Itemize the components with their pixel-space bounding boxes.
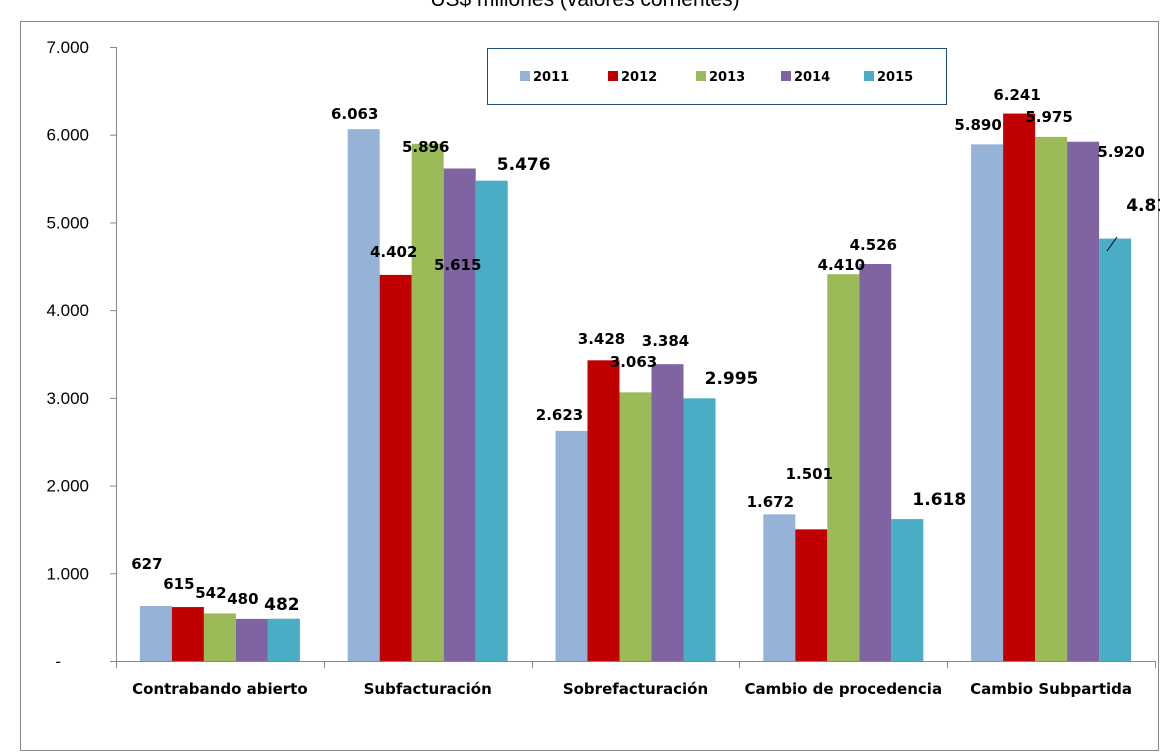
bar [443, 168, 476, 661]
chart-border [20, 21, 1159, 751]
bar [763, 514, 796, 661]
data-label: 4.526 [850, 236, 897, 254]
data-label: 627 [131, 555, 162, 573]
data-label: 1.672 [747, 493, 794, 511]
legend-label: 2012 [621, 70, 657, 85]
data-label: 1.501 [786, 465, 833, 483]
bar [683, 398, 716, 661]
data-label: 4.410 [818, 256, 865, 274]
legend-swatch [864, 71, 874, 81]
y-tick-label: 5.000 [46, 213, 89, 232]
data-label: 5.615 [434, 256, 481, 274]
legend-label: 2013 [709, 70, 745, 85]
bar [1067, 141, 1100, 661]
bar [555, 430, 588, 661]
legend: 2011 2012 2013 2014 2015 [487, 48, 947, 105]
y-tick-label: 2.000 [46, 477, 89, 496]
bar [203, 613, 236, 661]
data-label: 5.975 [1025, 108, 1072, 126]
bar [651, 364, 684, 661]
bar [267, 618, 300, 661]
data-label: 542 [195, 584, 226, 602]
bar [971, 144, 1004, 661]
bar [1099, 238, 1132, 661]
x-category-label: Cambio Subpartida [970, 680, 1132, 698]
data-label: 6.063 [331, 105, 378, 123]
data-label: 5.896 [402, 138, 449, 156]
bar [1003, 113, 1036, 662]
y-tick-label: 6.000 [46, 126, 89, 145]
data-label: 5.476 [497, 155, 551, 175]
bar [379, 274, 412, 661]
data-label: 615 [163, 575, 194, 593]
chart-title: US$ millones (valores corrientes) [430, 0, 739, 11]
data-label: 1.618 [912, 490, 966, 510]
x-category-label: Sobrefacturación [563, 680, 708, 698]
legend-swatch [781, 71, 791, 81]
bar [411, 143, 444, 662]
data-label: 4.816 [1126, 196, 1160, 216]
bar [891, 519, 924, 661]
bar [235, 618, 268, 661]
bar [171, 607, 204, 661]
x-category-label: Subfacturación [364, 680, 492, 698]
data-label: 3.428 [578, 330, 625, 348]
bar [827, 274, 860, 661]
data-label: 482 [264, 595, 300, 615]
bar [795, 529, 828, 661]
bar [587, 360, 620, 661]
data-label: 2.995 [705, 369, 759, 389]
x-category-label: Contrabando abierto [132, 680, 308, 698]
legend-label: 2014 [794, 70, 830, 85]
data-label: 3.384 [642, 332, 689, 350]
data-label: 5.920 [1097, 143, 1144, 161]
bar [859, 264, 892, 661]
data-label: 3.063 [610, 353, 657, 371]
data-label: 4.402 [370, 243, 417, 261]
data-label: 2.623 [536, 406, 583, 424]
legend-label: 2011 [533, 70, 569, 85]
y-tick-label: 4.000 [46, 301, 89, 320]
y-tick-label: 7.000 [46, 38, 89, 57]
y-tick-label: - [55, 652, 61, 671]
x-category-label: Cambio de procedencia [745, 680, 943, 698]
axes: - 1.000 2.000 3.000 4.000 5.000 6.000 7.000 Cont… [46, 38, 1156, 698]
legend-label: 2015 [877, 70, 913, 85]
bar [1035, 136, 1068, 661]
bar [619, 392, 652, 661]
data-label: 6.241 [993, 86, 1040, 104]
bars [139, 113, 1132, 662]
legend-swatch [696, 71, 706, 81]
y-tick-label: 3.000 [46, 389, 89, 408]
y-tick-label: 1.000 [46, 564, 89, 583]
bar [475, 180, 508, 661]
bar [347, 129, 380, 661]
data-label-leader-line [1106, 236, 1118, 252]
data-label: 5.890 [954, 116, 1001, 134]
legend-swatch [520, 71, 530, 81]
bar [139, 606, 172, 661]
data-label: 480 [227, 590, 258, 608]
legend-swatch [608, 71, 618, 81]
